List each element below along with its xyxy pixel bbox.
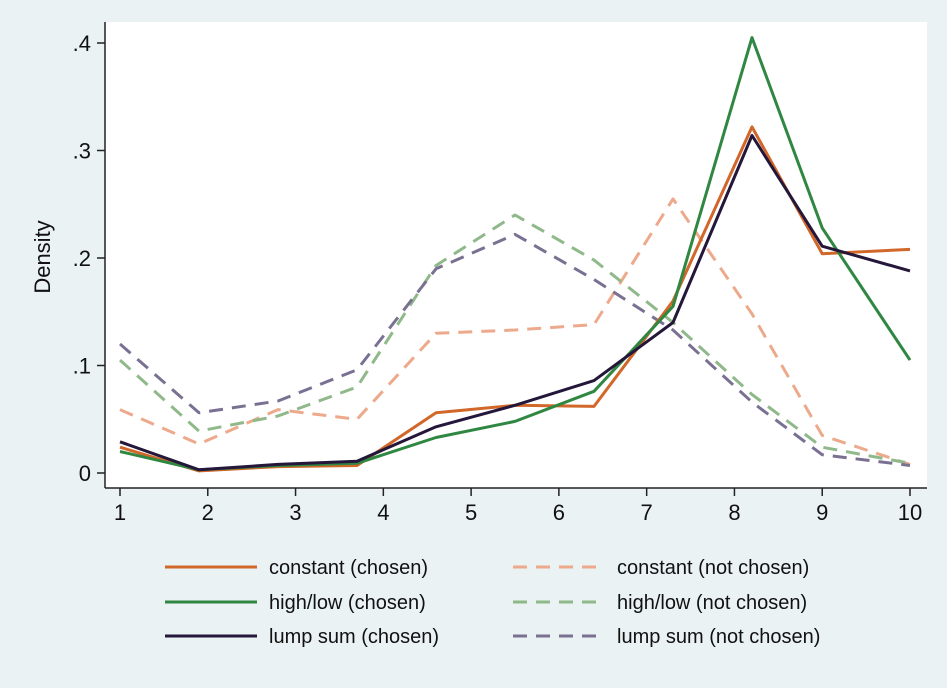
y-tick-label: .1: [73, 354, 91, 379]
legend-item-constant-not-chosen: constant (not chosen): [513, 557, 809, 579]
x-tick-label: 8: [728, 500, 740, 525]
x-tick-label: 4: [377, 500, 389, 525]
x-tick-label: 10: [898, 500, 922, 525]
legend-item-high-low-not-chosen: high/low (not chosen): [513, 592, 807, 614]
y-tick-label: 0: [79, 461, 91, 486]
legend-label: lump sum (not chosen): [617, 626, 820, 648]
y-axis-title: Density: [30, 220, 55, 293]
legend-label: constant (chosen): [269, 557, 428, 579]
x-tick-label: 1: [114, 500, 126, 525]
series-line-lump-sum-chosen: [119, 134, 911, 472]
plot-area: [105, 22, 927, 488]
y-tick-label: .4: [73, 31, 91, 56]
x-tick-label: 7: [641, 500, 653, 525]
x-tick-label: 3: [289, 500, 301, 525]
series-line-constant-not-chosen: [119, 197, 911, 466]
legend-label: constant (not chosen): [617, 557, 809, 579]
legend-label: high/low (not chosen): [617, 592, 807, 614]
x-tick-label: 5: [465, 500, 477, 525]
legend-label: high/low (chosen): [269, 592, 426, 614]
legend-label: lump sum (chosen): [269, 626, 439, 648]
series-line-lump-sum-not-chosen: [119, 232, 911, 467]
legend: constant (chosen) constant (not chosen) hi…: [165, 557, 820, 648]
legend-item-lump-sum-not-chosen: lump sum (not chosen): [513, 626, 820, 648]
series-layer: [118, 36, 912, 473]
x-tick-label: 6: [553, 500, 565, 525]
legend-item-high-low-chosen: high/low (chosen): [165, 592, 426, 614]
y-tick-label: .3: [73, 139, 91, 164]
legend-item-lump-sum-chosen: lump sum (chosen): [165, 626, 439, 648]
legend-item-constant-chosen: constant (chosen): [165, 557, 428, 579]
y-tick-label: .2: [73, 246, 91, 271]
x-axis: 1 2 3 4 5 6 7 8 9 10: [105, 487, 927, 525]
y-axis: 0 .1 .2 .3 .4: [73, 22, 106, 488]
x-tick-label: 2: [202, 500, 214, 525]
series-line-high-low-not-chosen: [118, 213, 911, 465]
x-tick-label: 9: [816, 500, 828, 525]
